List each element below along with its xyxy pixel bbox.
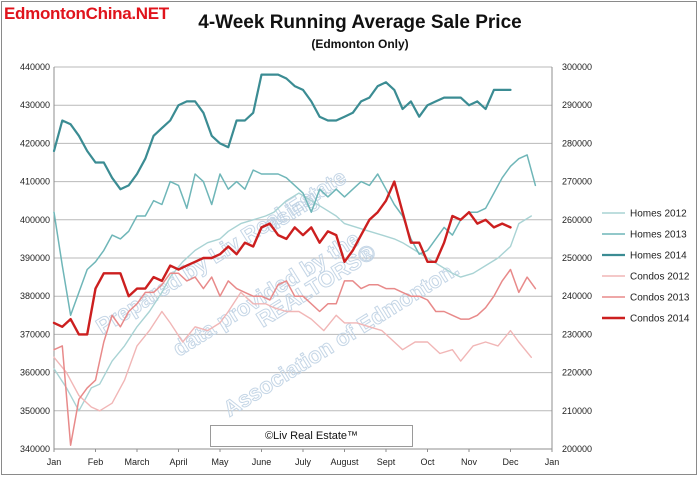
series-lines	[52, 73, 537, 446]
series-line-condos-2013	[53, 268, 537, 446]
y-right-tick-label: 210000	[562, 406, 592, 416]
y-left-tick-label: 400000	[20, 215, 50, 225]
series-line-condos-2014	[52, 180, 512, 336]
x-tick-label: Jan	[545, 457, 560, 467]
series-line-condos-2012	[53, 291, 532, 412]
y-left-tick-label: 420000	[20, 138, 50, 148]
site-logo: EdmontonChina.NET	[4, 4, 169, 23]
series-line-homes-2014	[52, 73, 512, 191]
y-left-tick-label: 390000	[20, 253, 50, 263]
y-left-tick-label: 410000	[20, 177, 50, 187]
y-left-tick-label: 370000	[20, 329, 50, 339]
y-right-tick-label: 200000	[562, 444, 592, 454]
legend-label: Homes 2013	[630, 230, 687, 241]
chart-title: 4-Week Running Average Sale Price	[198, 12, 522, 33]
legend-label: Homes 2014	[630, 251, 687, 262]
x-tick-label: August	[330, 457, 359, 467]
y-left-tick-label: 440000	[20, 62, 50, 72]
y-right-tick-label: 220000	[562, 368, 592, 378]
series-line-homes-2013	[53, 154, 537, 317]
legend: Homes 2012 Homes 2013 Homes 2014 Condos 201…	[602, 209, 690, 325]
y-left-tick-label: 430000	[20, 100, 50, 110]
series-line-homes-2012	[53, 192, 532, 412]
y-left-tick-label: 350000	[20, 406, 50, 416]
legend-label: Condos 2013	[630, 293, 690, 304]
x-tick-label: Nov	[461, 457, 478, 467]
x-tick-label: March	[124, 457, 149, 467]
x-tick-label: Jan	[47, 457, 62, 467]
x-tick-label: Feb	[88, 457, 104, 467]
legend-label: Condos 2012	[630, 272, 690, 283]
x-tick-label: July	[295, 457, 312, 467]
y-right-tick-label: 230000	[562, 329, 592, 339]
x-tick-label: Oct	[420, 457, 435, 467]
chart-subtitle: (Edmonton Only)	[311, 37, 409, 51]
y-right-tick-label: 300000	[562, 62, 592, 72]
x-tick-label: May	[211, 457, 229, 467]
x-tick-label: Sept	[377, 457, 396, 467]
y-right-tick-label: 250000	[562, 253, 592, 263]
legend-label: Homes 2012	[630, 209, 687, 220]
x-tick-label: June	[252, 457, 272, 467]
y-right-tick-label: 240000	[562, 291, 592, 301]
y-right-tick-label: 260000	[562, 215, 592, 225]
y-right-tick-label: 280000	[562, 138, 592, 148]
y-left-tick-label: 360000	[20, 368, 50, 378]
y-right-tick-label: 290000	[562, 100, 592, 110]
y-left-tick-label: 380000	[20, 291, 50, 301]
x-tick-label: Dec	[502, 457, 519, 467]
x-axis: Jan Feb March April May June July August Sept Oct…	[47, 449, 560, 467]
left-y-axis: 340000 350000 360000 370000 380000 390000 4000…	[20, 62, 50, 454]
right-y-axis: 200000 210000 220000 230000 240000 250000 2600…	[562, 62, 592, 454]
y-right-tick-label: 270000	[562, 177, 592, 187]
y-left-tick-label: 340000	[20, 444, 50, 454]
copyright-box: ©Liv Real Estate™	[210, 425, 413, 447]
x-tick-label: April	[169, 457, 187, 467]
legend-label: Condos 2014	[630, 314, 690, 325]
